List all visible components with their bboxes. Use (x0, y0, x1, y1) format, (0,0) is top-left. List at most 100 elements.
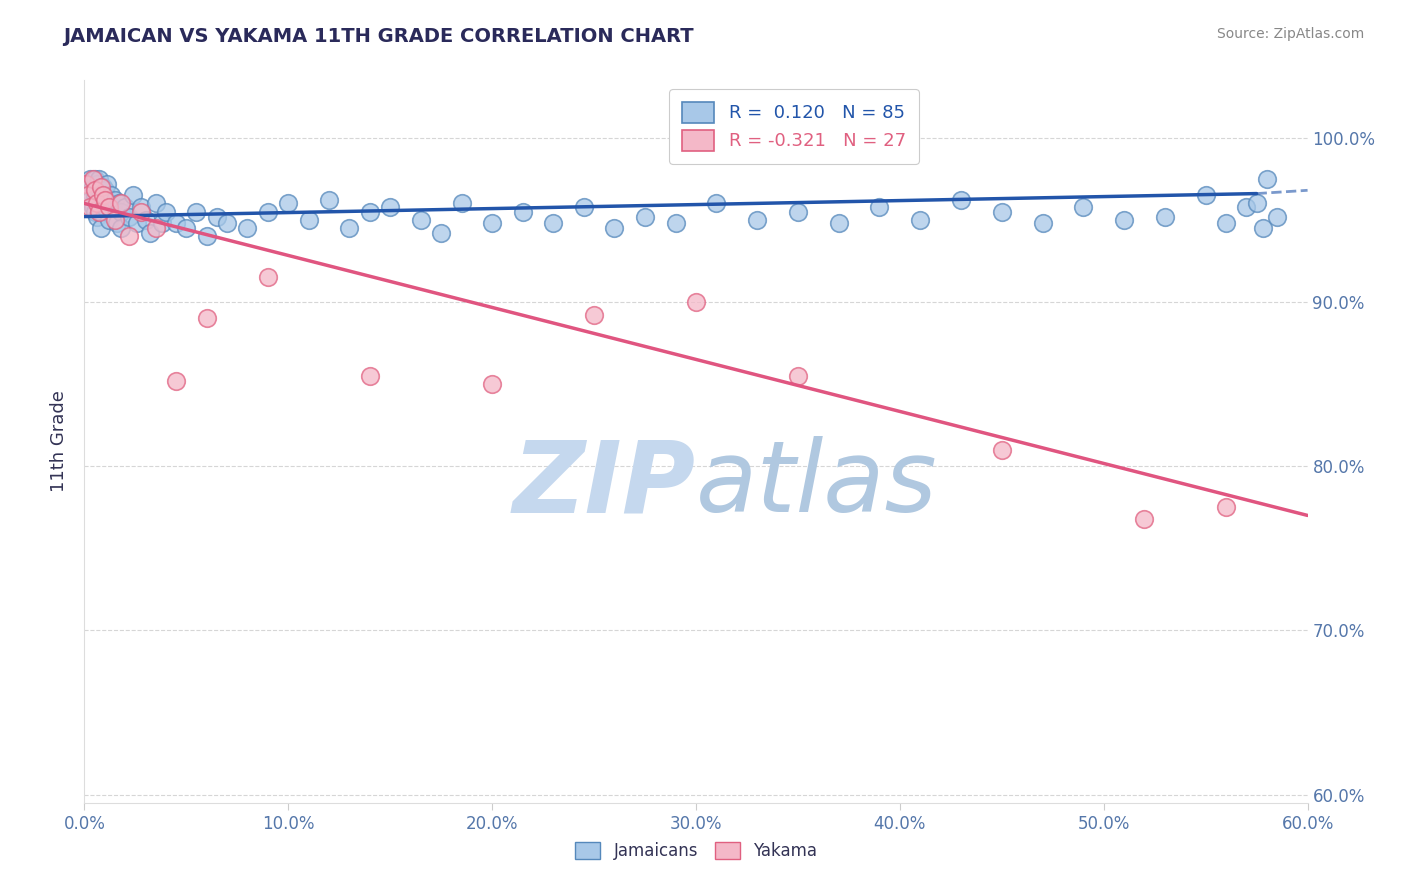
Point (131, 200, 153, 214)
Point (1195, 188, 1218, 202)
Point (96, 177, 118, 191)
Point (145, 221, 167, 235)
Point (1236, 200, 1258, 214)
Point (91, 188, 114, 202)
Point (97, 196, 120, 211)
Point (543, 216, 565, 230)
Point (75, 177, 97, 191)
Point (131, 204, 153, 219)
Point (603, 221, 626, 235)
Point (118, 229, 141, 244)
Text: JAMAICAN VS YAKAMA 11TH GRADE CORRELATION CHART: JAMAICAN VS YAKAMA 11TH GRADE CORRELATIO… (63, 27, 695, 45)
Point (1251, 221, 1274, 235)
Point (93, 183, 115, 197)
Point (104, 212, 127, 227)
Point (409, 212, 432, 227)
Point (277, 196, 299, 211)
Y-axis label: 11th Grade: 11th Grade (51, 391, 69, 492)
Point (869, 200, 891, 214)
Point (195, 229, 218, 244)
Point (583, 308, 606, 322)
Point (83, 188, 105, 202)
Point (90, 204, 112, 219)
Point (138, 226, 160, 240)
Point (572, 200, 595, 214)
Point (145, 196, 167, 211)
Point (150, 216, 173, 230)
Point (90, 221, 112, 235)
Point (77, 188, 100, 202)
Point (87, 171, 110, 186)
Point (127, 216, 149, 230)
Point (685, 295, 707, 310)
Point (430, 226, 453, 240)
Point (359, 368, 381, 383)
Point (90, 180, 112, 194)
Point (991, 442, 1014, 457)
Point (165, 216, 187, 230)
Point (105, 216, 128, 230)
Point (101, 200, 124, 214)
Point (97, 200, 120, 214)
Point (79, 200, 101, 214)
Point (481, 377, 503, 392)
Text: Source: ZipAtlas.com: Source: ZipAtlas.com (1216, 27, 1364, 41)
Point (86, 193, 108, 207)
Point (298, 212, 321, 227)
Point (1073, 200, 1095, 214)
Point (82, 171, 104, 186)
Point (1215, 500, 1237, 515)
Point (93, 200, 115, 214)
Point (91, 180, 114, 194)
Point (86, 177, 108, 191)
Point (86, 210, 108, 224)
Point (512, 204, 534, 219)
Point (86, 196, 108, 211)
Point (186, 204, 208, 219)
Point (195, 311, 218, 326)
Point (174, 221, 197, 235)
Point (97, 212, 120, 227)
Point (93, 193, 115, 207)
Point (165, 374, 187, 388)
Point (83, 183, 105, 197)
Point (665, 216, 688, 230)
Point (104, 193, 127, 207)
Point (450, 196, 472, 211)
Point (910, 212, 932, 227)
Text: ZIP: ZIP (513, 436, 696, 533)
Point (257, 270, 280, 285)
Point (77, 183, 100, 197)
Point (706, 196, 728, 211)
Point (481, 216, 503, 230)
Point (79, 171, 101, 186)
Point (108, 196, 131, 211)
Point (82, 200, 104, 214)
Point (87, 204, 110, 219)
Point (110, 196, 132, 211)
Point (950, 193, 973, 207)
Point (114, 200, 136, 214)
Point (118, 210, 141, 224)
Point (82, 180, 104, 194)
Point (339, 221, 361, 235)
Text: atlas: atlas (696, 436, 938, 533)
Point (83, 204, 105, 219)
Point (83, 171, 105, 186)
Point (1114, 212, 1136, 227)
Point (1154, 210, 1177, 224)
Point (1256, 171, 1278, 186)
Point (135, 212, 157, 227)
Point (79, 193, 101, 207)
Point (122, 188, 145, 202)
Point (747, 212, 769, 227)
Point (87, 200, 110, 214)
Point (217, 216, 239, 230)
Legend: Jamaicans, Yakama: Jamaicans, Yakama (568, 835, 824, 867)
Point (828, 216, 851, 230)
Point (205, 210, 228, 224)
Point (75, 177, 97, 191)
Point (318, 193, 340, 207)
Point (1265, 210, 1288, 224)
Point (634, 210, 657, 224)
